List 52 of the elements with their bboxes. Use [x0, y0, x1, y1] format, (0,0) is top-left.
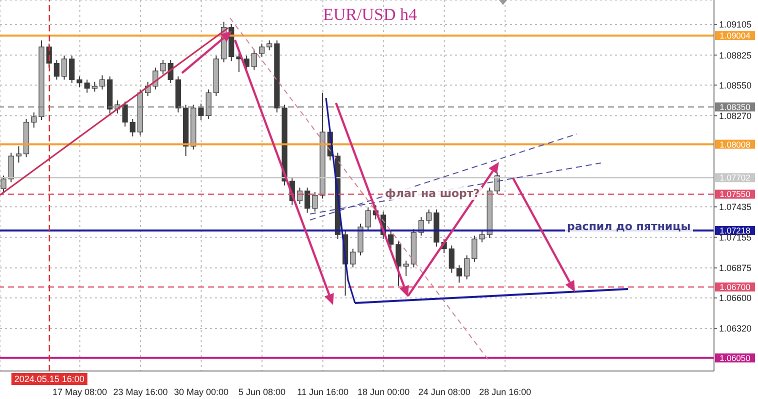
candlestick [251, 50, 257, 70]
ref-line-label: 1.07218 [720, 225, 751, 236]
chart-title: EUR/USD h4 [323, 5, 417, 24]
annotation: распил до пятницы [565, 220, 693, 233]
y-tick-label: 1.06320 [719, 324, 752, 334]
candlestick [31, 112, 37, 128]
candlestick [54, 60, 60, 80]
ref-line-label: 1.08008 [720, 139, 751, 150]
candlestick [160, 60, 166, 75]
candlestick [198, 103, 204, 121]
candlestick [16, 146, 22, 164]
ref-line-label: 1.07550 [720, 189, 751, 200]
candlestick [99, 74, 106, 90]
x-tick-label: 2024.05.15 16:00 [14, 374, 84, 384]
candlestick [494, 172, 500, 195]
candlestick [258, 43, 265, 58]
annotation: флаг на шорт? [383, 187, 482, 200]
candlestick [0, 175, 6, 193]
candlestick [304, 187, 310, 214]
candlestick [8, 152, 14, 183]
candlestick [206, 88, 212, 120]
y-tick-label: 1.08550 [719, 80, 752, 90]
ref-line-label: 1.06700 [720, 282, 751, 292]
y-tick-label: 1.07155 [719, 232, 752, 243]
candlestick [448, 245, 454, 274]
y-tick-label: 1.07435 [719, 202, 752, 212]
candlestick [92, 81, 98, 92]
y-tick-label: 1.06875 [719, 263, 752, 274]
candlestick [426, 209, 432, 224]
x-tick-label: 11 Jun 16:00 [297, 387, 349, 397]
candlestick [456, 264, 462, 284]
candlestick [365, 206, 371, 231]
candlestick [61, 55, 68, 80]
y-tick-label: 1.09105 [719, 20, 752, 30]
y-tick-label: 1.06600 [719, 293, 752, 304]
x-tick-label: 24 Jun 08:00 [418, 387, 470, 397]
candlestick [464, 254, 470, 280]
x-tick-label: 5 Jun 08:00 [238, 387, 286, 397]
candlestick [130, 118, 136, 137]
x-tick-label: 30 May 00:00 [174, 387, 229, 397]
y-tick-label: 1.08270 [719, 110, 752, 121]
candlestick [69, 55, 75, 84]
x-tick-label: 17 May 08:00 [52, 387, 108, 397]
y-tick-label: 1.08825 [719, 50, 752, 60]
ref-line-label: 1.06050 [720, 352, 751, 363]
ref-line-label: 1.09004 [720, 30, 751, 41]
candlestick [350, 248, 356, 268]
x-tick-label: 28 Jun 16:00 [479, 387, 532, 397]
x-tick-label: 18 Jun 00:00 [358, 387, 410, 397]
candlestick [266, 40, 272, 51]
x-tick-label: 23 May 16:00 [113, 387, 168, 397]
ref-line-label: 1.08350 [720, 102, 751, 112]
